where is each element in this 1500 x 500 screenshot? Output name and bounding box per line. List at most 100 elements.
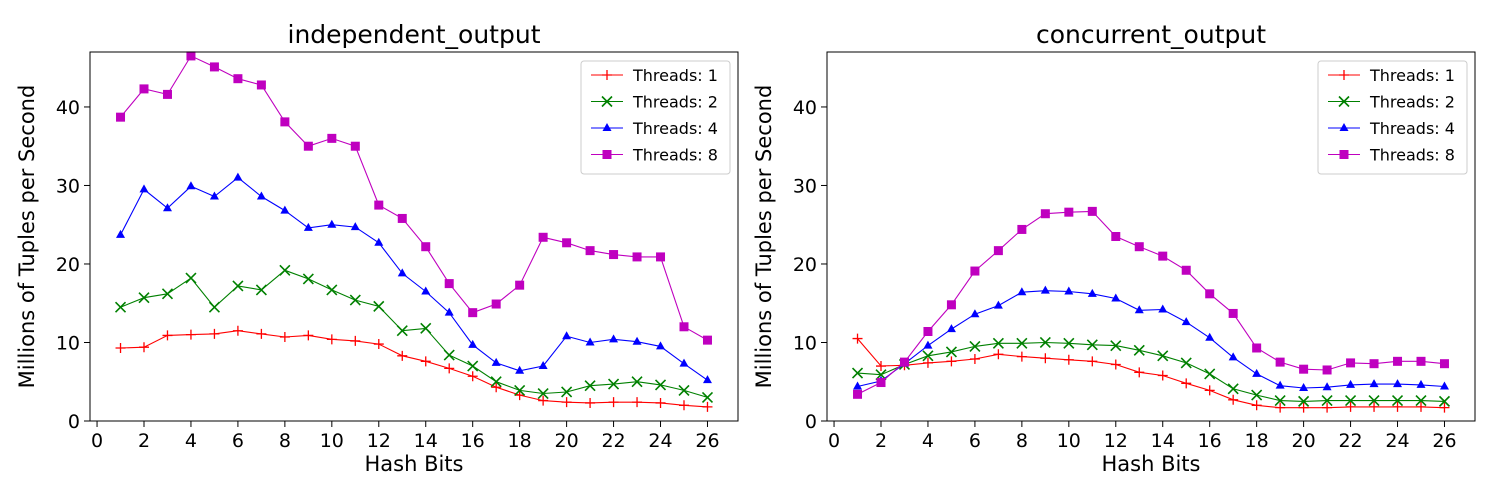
- data-point: [1439, 381, 1449, 390]
- data-point: [1087, 206, 1097, 216]
- x-tick-label: 6: [232, 430, 244, 452]
- data-point: [1205, 332, 1215, 341]
- x-tick-label: 8: [1016, 430, 1028, 452]
- data-point: [562, 238, 572, 248]
- legend-item: Threads: 1: [1328, 66, 1455, 85]
- data-point: [397, 350, 408, 361]
- data-point: [1346, 358, 1356, 368]
- data-point: [491, 299, 501, 309]
- data-point: [1157, 370, 1168, 381]
- data-point: [161, 288, 174, 300]
- data-point: [654, 379, 667, 391]
- data-point: [1322, 382, 1332, 391]
- x-tick-label: 18: [508, 430, 532, 452]
- data-point: [232, 280, 244, 292]
- data-point: [256, 80, 266, 90]
- data-point: [876, 378, 886, 388]
- legend-label: Threads: 1: [632, 66, 718, 85]
- x-tick-label: 18: [1245, 430, 1269, 452]
- data-point: [162, 89, 172, 99]
- data-point: [538, 232, 548, 242]
- data-point: [1392, 401, 1403, 412]
- data-point: [303, 141, 313, 151]
- x-tick-label: 10: [320, 430, 344, 452]
- series-4: [853, 206, 1449, 399]
- data-point: [678, 384, 690, 396]
- data-point: [585, 246, 595, 256]
- data-point: [1228, 308, 1238, 318]
- data-point: [702, 335, 712, 345]
- data-point: [899, 357, 909, 367]
- data-point: [1040, 353, 1051, 364]
- data-point: [1227, 383, 1239, 395]
- data-point: [491, 357, 501, 366]
- x-tick-label: 10: [1057, 430, 1081, 452]
- data-point: [1205, 289, 1215, 299]
- data-point: [1180, 357, 1192, 369]
- x-tick-label: 2: [875, 430, 887, 452]
- data-point: [1345, 401, 1356, 412]
- data-point: [1391, 395, 1404, 407]
- data-point: [1063, 337, 1075, 349]
- series-line: [857, 341, 1445, 402]
- legend-item: Threads: 1: [591, 66, 718, 85]
- data-point: [185, 272, 197, 284]
- data-point: [631, 376, 643, 388]
- data-point: [1181, 317, 1191, 326]
- data-point: [946, 356, 957, 367]
- data-point: [1393, 356, 1403, 366]
- data-point: [397, 213, 407, 223]
- data-point: [969, 353, 980, 364]
- data-point: [946, 300, 956, 310]
- x-tick-label: 22: [1338, 430, 1362, 452]
- data-point: [632, 336, 642, 345]
- x-tick-label: 16: [461, 430, 485, 452]
- data-point: [1369, 359, 1379, 369]
- data-point: [655, 397, 666, 408]
- data-point: [1298, 395, 1310, 407]
- data-point: [327, 219, 337, 228]
- data-point: [303, 330, 314, 341]
- data-point: [185, 329, 196, 340]
- y-tick-label: 40: [793, 97, 817, 119]
- data-point: [255, 284, 267, 296]
- data-point: [326, 334, 337, 345]
- legend-label: Threads: 4: [632, 119, 718, 138]
- data-point: [303, 222, 313, 231]
- data-point: [233, 74, 243, 84]
- x-tick-label: 24: [1385, 430, 1409, 452]
- x-tick-label: 6: [969, 430, 981, 452]
- x-tick-label: 22: [601, 430, 625, 452]
- series-line: [857, 210, 1445, 395]
- legend-marker: [601, 95, 613, 108]
- data-point: [1393, 379, 1403, 388]
- data-point: [1133, 344, 1145, 356]
- data-point: [279, 331, 290, 342]
- legend-box: [580, 60, 731, 175]
- data-point: [993, 246, 1003, 256]
- data-point: [444, 363, 455, 374]
- data-point: [1134, 305, 1144, 314]
- data-point: [970, 266, 980, 276]
- data-point: [1111, 293, 1121, 302]
- y-tick-label: 20: [56, 254, 80, 276]
- data-point: [1111, 232, 1121, 241]
- data-point: [116, 229, 126, 238]
- data-point: [853, 381, 863, 390]
- data-point: [1274, 395, 1286, 407]
- data-point: [851, 367, 864, 379]
- data-point: [444, 307, 454, 316]
- data-point: [923, 340, 933, 349]
- data-point: [1416, 401, 1426, 412]
- data-point: [468, 308, 478, 318]
- data-point: [1416, 356, 1426, 366]
- legend-item: Threads: 4: [1328, 119, 1455, 138]
- data-point: [208, 301, 221, 313]
- data-point: [607, 378, 620, 390]
- y-axis-label: Millions of Tuples per Second: [752, 85, 776, 389]
- data-point: [467, 371, 478, 382]
- data-point: [1181, 378, 1192, 389]
- legend-item: Threads: 4: [591, 119, 718, 138]
